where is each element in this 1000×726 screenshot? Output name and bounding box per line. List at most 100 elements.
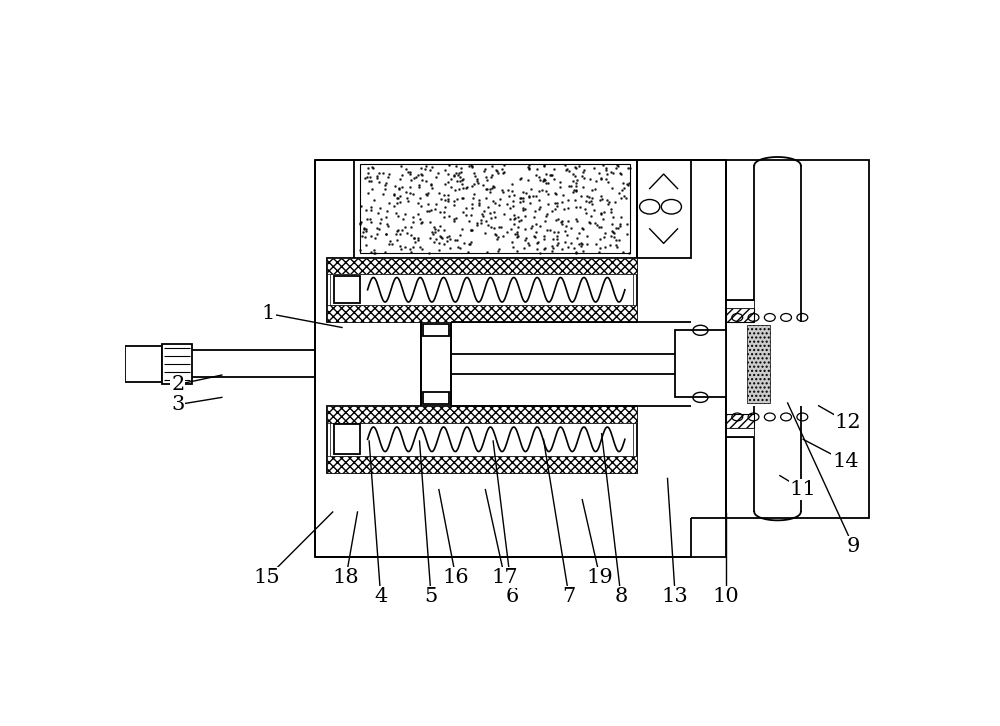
Point <box>598 164 614 176</box>
Point <box>563 180 579 192</box>
Point <box>442 233 458 245</box>
Point <box>443 182 459 193</box>
Point <box>493 221 509 232</box>
Point <box>477 227 493 239</box>
Point <box>463 236 479 248</box>
Point <box>569 215 585 227</box>
Point <box>446 213 462 225</box>
Point <box>545 242 561 254</box>
Point <box>566 184 582 196</box>
Point <box>505 241 521 253</box>
Point <box>537 242 553 253</box>
Point <box>402 182 418 193</box>
Point <box>487 228 503 240</box>
Point <box>476 205 492 217</box>
Point <box>469 174 485 185</box>
Bar <box>726 414 754 428</box>
Point <box>575 182 591 193</box>
Point <box>558 165 574 176</box>
Point <box>488 229 504 241</box>
Text: 10: 10 <box>712 587 739 606</box>
Point <box>434 232 450 244</box>
Point <box>600 176 616 188</box>
Point <box>423 204 439 216</box>
Bar <box>326 406 637 473</box>
Point <box>446 170 462 182</box>
Point <box>539 208 555 220</box>
Text: 18: 18 <box>333 568 359 587</box>
Point <box>387 181 403 192</box>
Bar <box>326 456 637 473</box>
Point <box>521 192 537 203</box>
Bar <box>726 308 754 322</box>
Point <box>450 169 466 181</box>
Point <box>360 163 376 174</box>
Point <box>583 211 599 222</box>
Point <box>362 213 378 224</box>
Point <box>550 237 566 249</box>
Point <box>465 192 481 204</box>
Point <box>414 169 430 181</box>
Text: 11: 11 <box>790 480 816 499</box>
Point <box>509 228 525 240</box>
Point <box>579 230 595 242</box>
Point <box>486 222 502 234</box>
Point <box>491 244 507 256</box>
Text: 7: 7 <box>562 587 576 606</box>
Point <box>534 184 550 195</box>
Point <box>536 175 552 187</box>
Point <box>513 172 529 184</box>
Point <box>544 245 560 256</box>
Point <box>456 237 472 248</box>
Point <box>386 189 402 200</box>
Point <box>490 167 506 179</box>
Point <box>603 203 619 215</box>
Point <box>378 211 394 222</box>
Point <box>529 243 545 255</box>
Point <box>381 238 397 250</box>
Point <box>421 205 437 217</box>
Point <box>463 159 479 171</box>
Point <box>581 197 597 208</box>
Point <box>483 221 499 233</box>
Point <box>375 188 391 200</box>
Point <box>554 218 570 229</box>
Point <box>532 220 548 232</box>
Point <box>363 230 379 242</box>
Point <box>504 185 520 197</box>
Point <box>528 169 544 181</box>
Point <box>529 237 545 249</box>
Point <box>359 213 375 225</box>
Text: 3: 3 <box>171 395 184 414</box>
Point <box>582 217 598 229</box>
Point <box>358 224 374 235</box>
Text: 5: 5 <box>424 587 438 606</box>
Point <box>552 176 568 187</box>
Point <box>410 197 426 208</box>
Point <box>567 161 583 173</box>
Point <box>567 171 583 182</box>
Point <box>496 208 512 220</box>
Point <box>608 162 624 174</box>
Point <box>568 162 584 174</box>
Point <box>611 187 627 198</box>
Point <box>452 171 468 183</box>
Point <box>412 192 428 203</box>
Point <box>411 179 427 191</box>
Point <box>451 167 467 179</box>
Point <box>598 163 614 174</box>
Point <box>371 176 387 188</box>
Point <box>455 174 471 185</box>
Point <box>496 160 512 171</box>
Point <box>489 166 505 177</box>
Point <box>482 186 498 197</box>
Point <box>610 160 626 172</box>
Point <box>380 171 396 183</box>
Point <box>554 216 570 227</box>
Point <box>391 182 407 194</box>
Point <box>460 246 476 258</box>
Point <box>399 192 415 204</box>
Point <box>352 219 368 230</box>
Point <box>369 229 385 240</box>
Point <box>619 228 635 240</box>
